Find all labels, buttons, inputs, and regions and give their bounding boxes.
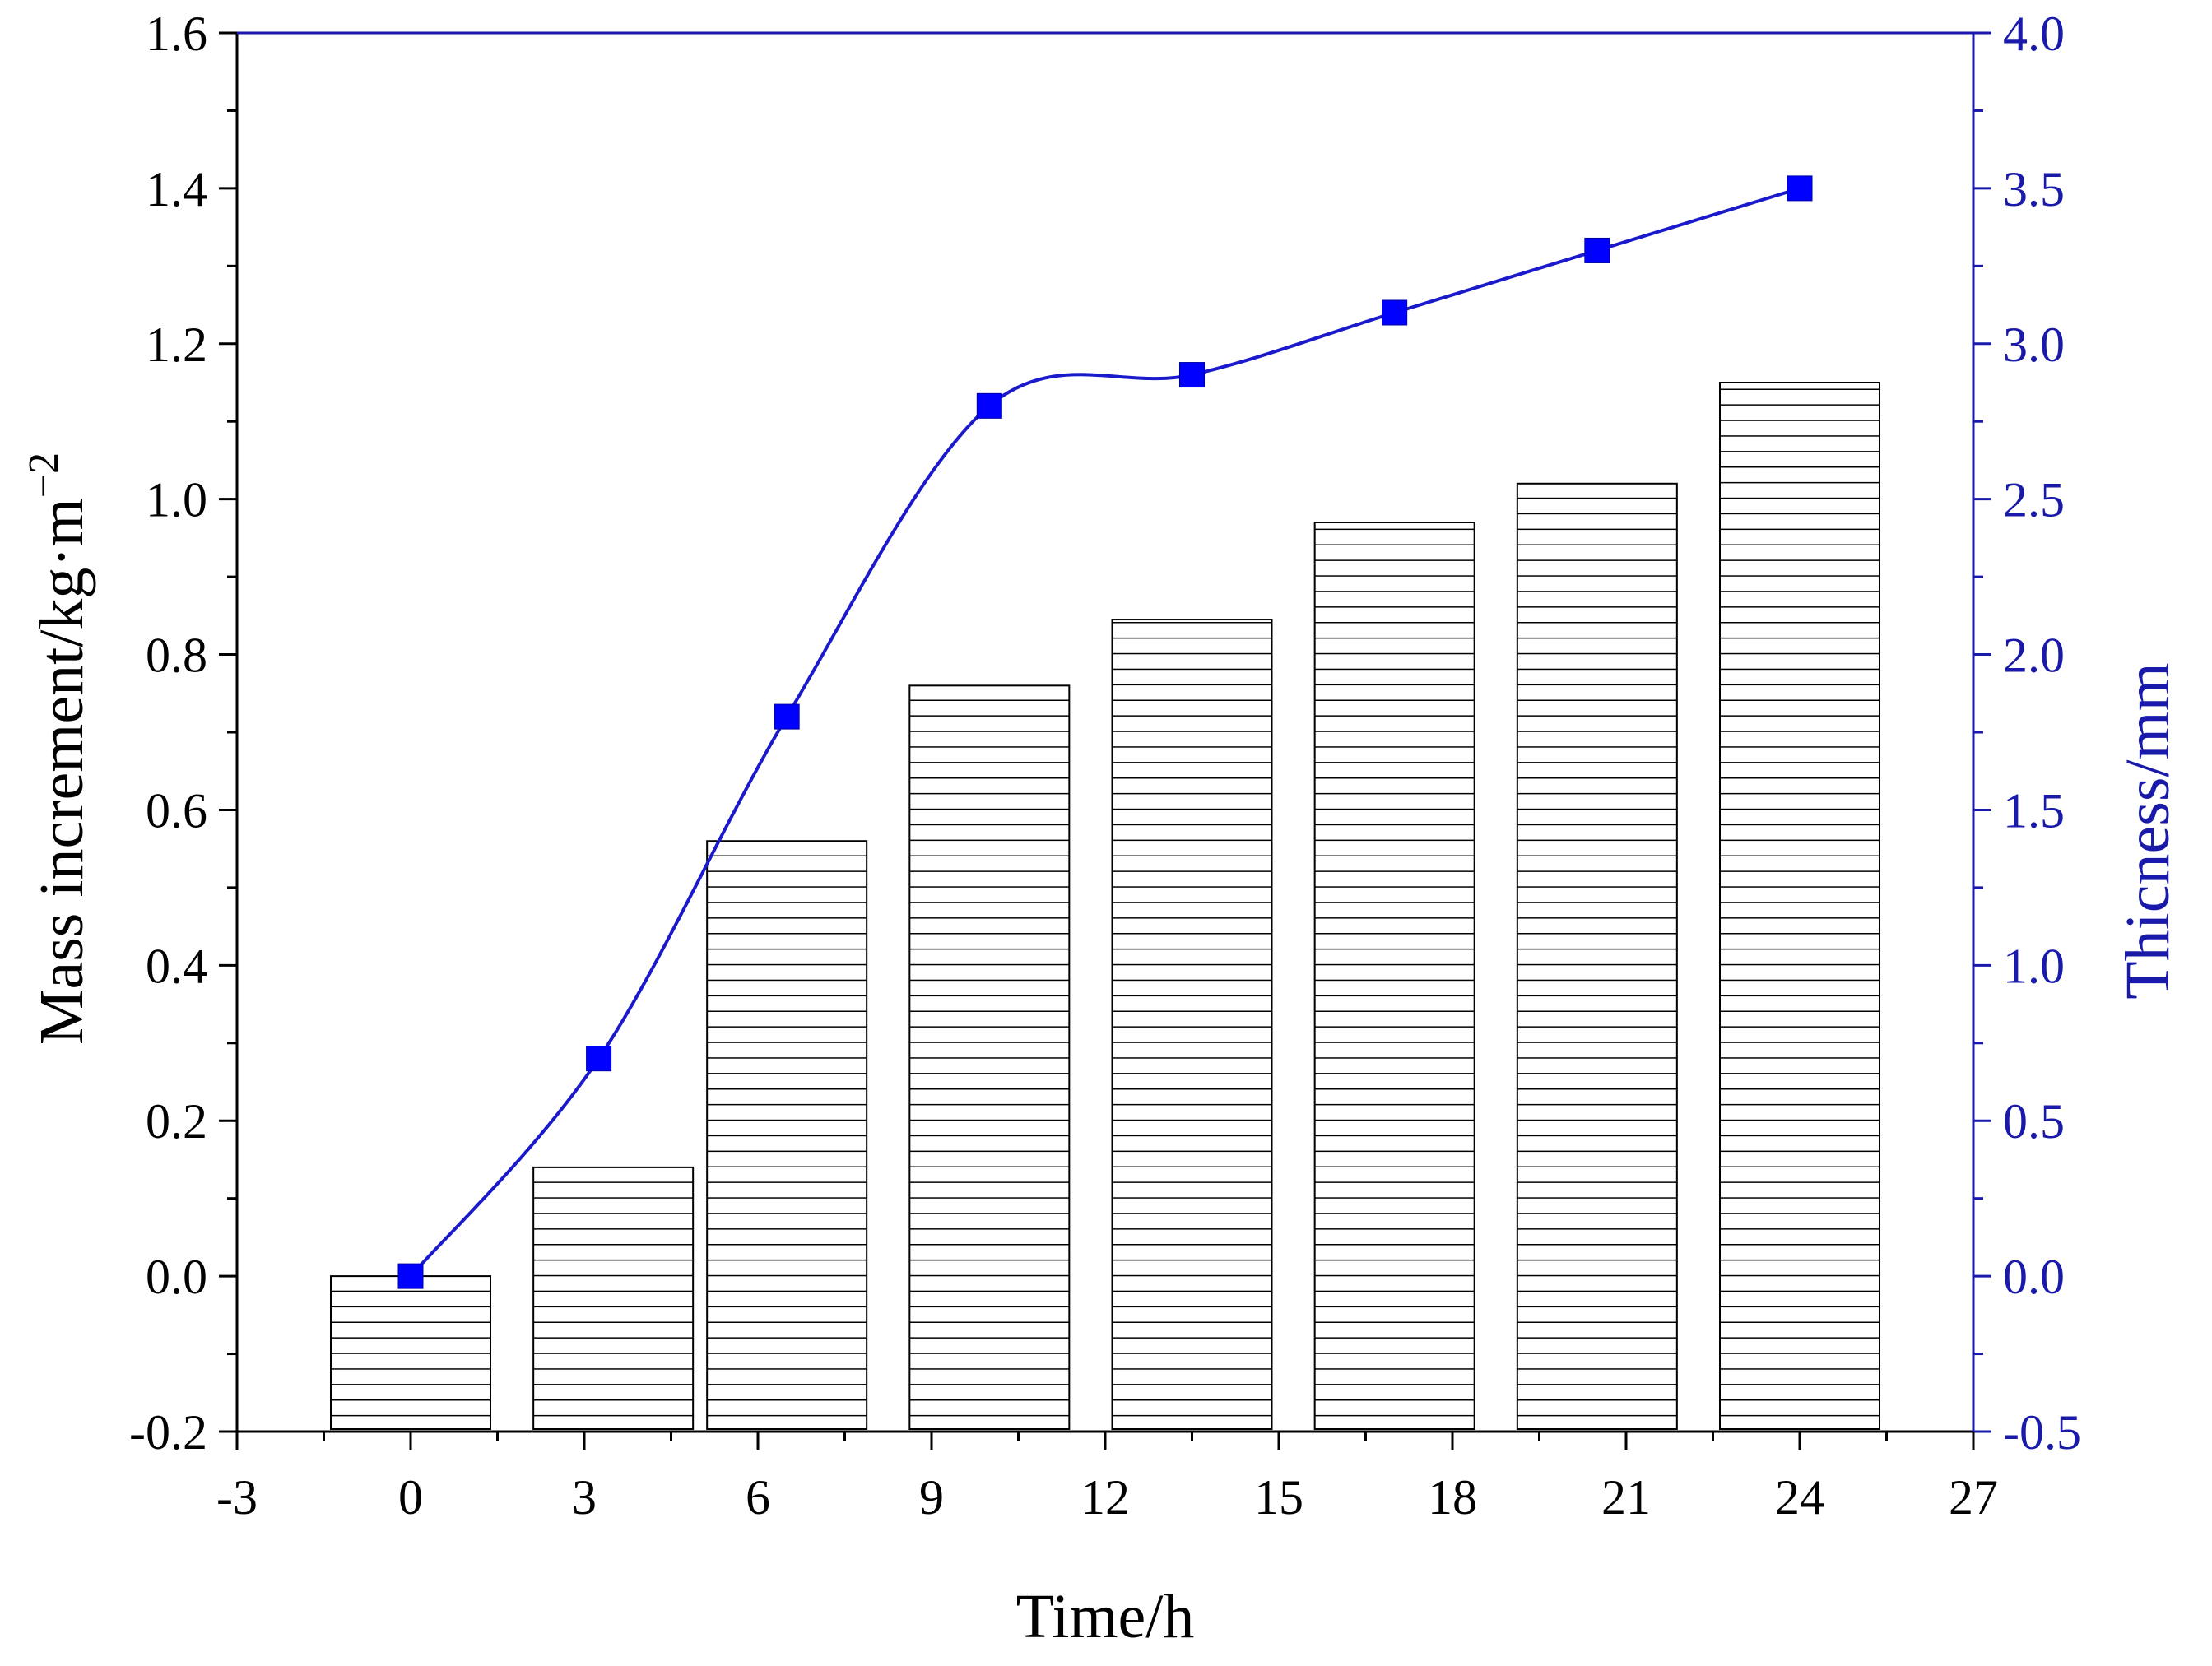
y-left-tick-label: 0.8 (146, 629, 207, 683)
y-right-tick-label: 4.0 (2003, 7, 2065, 61)
y-left-tick-label: 0.2 (146, 1094, 207, 1149)
thickness-line-layer (397, 175, 1813, 1289)
y-left-axis-title-superscript: −2 (21, 452, 67, 498)
thickness-marker-1 (586, 1046, 612, 1072)
x-tick-label: 18 (1428, 1470, 1477, 1524)
y-left-axis-title: Mass increment/kg·m−2 (21, 452, 96, 1045)
bar-6 (1516, 482, 1678, 1430)
y-right-axis-title: Thicness/mm (2113, 662, 2182, 1000)
x-tick-label: -3 (216, 1470, 258, 1524)
y-right-tick-label: 3.5 (2003, 162, 2065, 216)
x-tick-label: 15 (1254, 1470, 1304, 1524)
thickness-marker-6 (1584, 237, 1610, 263)
y-left-tick-label: 0.0 (146, 1250, 207, 1304)
bar-2 (706, 840, 868, 1430)
y-right-tick-label: 3.0 (2003, 318, 2065, 372)
y-left-tick-label: 1.6 (146, 7, 207, 61)
x-tick-label: 3 (572, 1470, 597, 1524)
thickness-marker-4 (1179, 362, 1205, 388)
y-left-tick-label: 1.2 (146, 318, 207, 372)
x-tick-label: 27 (1949, 1470, 1998, 1524)
x-tick-label: 9 (919, 1470, 944, 1524)
bar-0 (330, 1275, 491, 1430)
y-left-tick-label: -0.2 (129, 1405, 207, 1459)
x-tick-label: 24 (1775, 1470, 1824, 1524)
bars-layer (330, 382, 1880, 1431)
thickness-marker-0 (397, 1263, 424, 1289)
y-right-tick-label: 1.0 (2003, 939, 2065, 993)
thickness-marker-2 (774, 703, 800, 730)
y-right-tick-label: 2.5 (2003, 473, 2065, 527)
x-tick-label: 6 (746, 1470, 770, 1524)
y-left-tick-label: 0.4 (146, 939, 207, 993)
thickness-line (409, 186, 1801, 1278)
y-left-axis-title-main: Mass increment/kg·m (27, 498, 96, 1045)
labels-layer: -0.2 0.0 0.2 0.4 0.6 0.8 1.0 1.2 1.4 1.6 -0.5 0.0 0.… (129, 7, 2081, 1524)
y-right-tick-label: 2.0 (2003, 629, 2065, 683)
y-left-tick-label: 1.4 (146, 162, 207, 216)
bar-1 (532, 1166, 695, 1431)
y-right-tick-label: 0.5 (2003, 1094, 2065, 1149)
x-tick-label: 21 (1601, 1470, 1651, 1524)
x-axis-title: Time/h (1016, 1582, 1195, 1651)
y-right-tick-label: 1.5 (2003, 783, 2065, 838)
x-tick-label: 12 (1080, 1470, 1130, 1524)
bar-3 (908, 684, 1071, 1430)
thickness-marker-3 (976, 392, 1002, 419)
thickness-marker-7 (1787, 175, 1813, 202)
axes-layer (219, 31, 1991, 1450)
bar-4 (1111, 619, 1273, 1430)
x-tick-label: 0 (398, 1470, 423, 1524)
y-left-tick-label: 1.0 (146, 473, 207, 527)
y-right-tick-label: 0.0 (2003, 1250, 2065, 1304)
y-left-tick-label: 0.6 (146, 783, 207, 838)
bar-7 (1719, 382, 1880, 1430)
thickness-marker-5 (1382, 299, 1408, 326)
y-right-tick-label: -0.5 (2003, 1405, 2081, 1459)
bar-5 (1313, 522, 1475, 1430)
